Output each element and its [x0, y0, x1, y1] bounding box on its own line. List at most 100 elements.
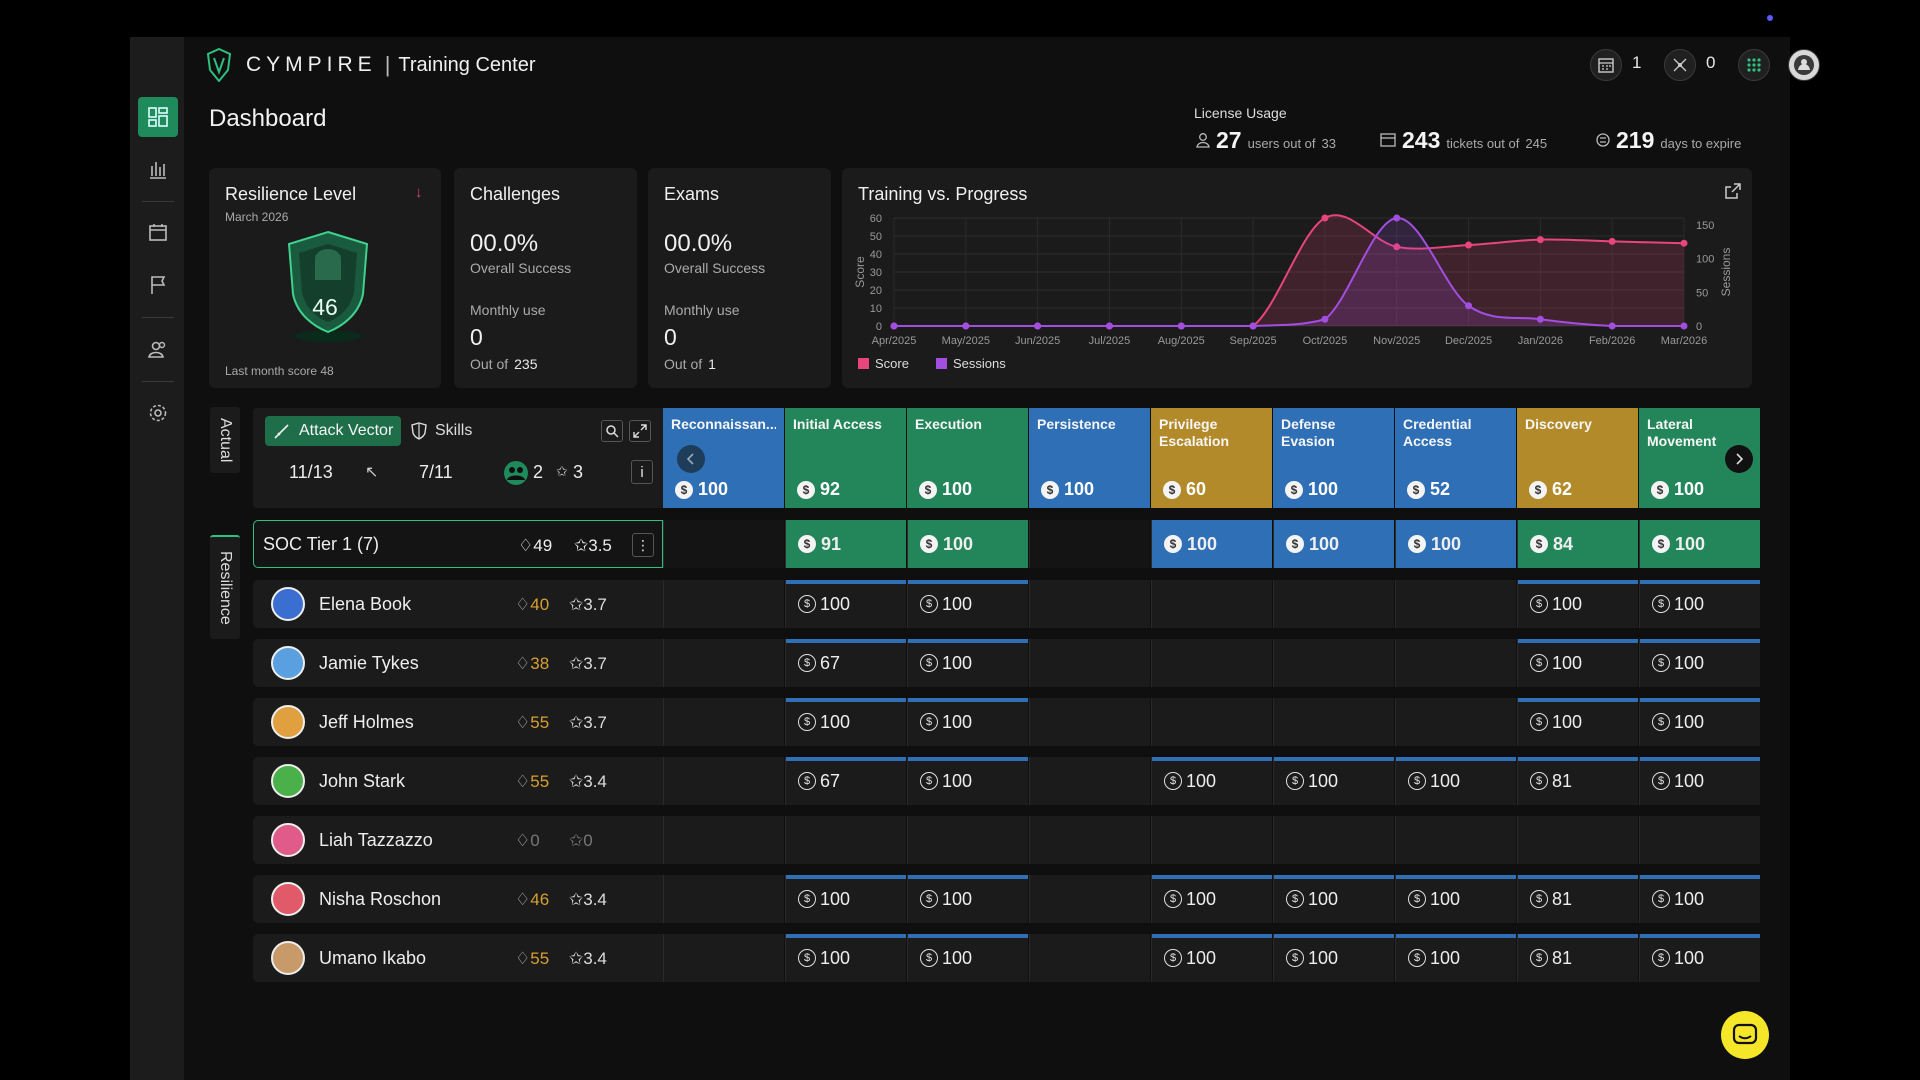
user-cell[interactable] — [1395, 580, 1516, 628]
user-row[interactable]: Jeff Holmes ♢55 ✩3.7 $100 $100 $100 $100 — [253, 698, 1760, 746]
user-cell[interactable]: $100 — [1395, 934, 1516, 982]
user-cell[interactable]: $100 — [785, 934, 906, 982]
group-cell[interactable] — [1029, 520, 1150, 568]
user-cell[interactable] — [1517, 816, 1638, 864]
user-avatar[interactable] — [1788, 49, 1820, 81]
user-cell[interactable] — [1029, 816, 1150, 864]
info-icon[interactable]: i — [631, 460, 653, 484]
group-cell[interactable]: $100 — [1273, 520, 1394, 568]
user-cell[interactable] — [907, 816, 1028, 864]
user-cell[interactable] — [1395, 639, 1516, 687]
column-header[interactable]: Persistence $100 — [1029, 408, 1150, 508]
user-cell[interactable]: $67 — [785, 757, 906, 805]
user-cell[interactable]: $100 — [907, 875, 1028, 923]
user-cell[interactable]: $100 — [1639, 875, 1760, 923]
user-cell[interactable]: $100 — [1151, 757, 1272, 805]
user-cell[interactable]: $100 — [1517, 698, 1638, 746]
user-cell[interactable] — [663, 698, 784, 746]
group-cell[interactable]: $100 — [1395, 520, 1516, 568]
user-cell[interactable]: $100 — [1517, 639, 1638, 687]
user-cell[interactable] — [1029, 934, 1150, 982]
expand-icon[interactable] — [629, 420, 651, 442]
user-cell[interactable]: $100 — [1151, 934, 1272, 982]
user-cell[interactable] — [663, 816, 784, 864]
user-cell[interactable]: $100 — [907, 757, 1028, 805]
user-cell[interactable] — [663, 934, 784, 982]
user-cell[interactable] — [1151, 639, 1272, 687]
user-cell[interactable]: $100 — [785, 580, 906, 628]
users-nav-icon[interactable] — [138, 329, 178, 369]
user-cell[interactable] — [1639, 816, 1760, 864]
group-cell[interactable]: $84 — [1517, 520, 1638, 568]
group-cell[interactable]: $100 — [1151, 520, 1272, 568]
user-cell[interactable]: $81 — [1517, 757, 1638, 805]
user-cell[interactable] — [1029, 698, 1150, 746]
user-row[interactable]: Umano Ikabo ♢55 ✩3.4 $100 $100 $100 $100 $100 $8… — [253, 934, 1760, 982]
apps-grid-icon[interactable] — [1738, 49, 1770, 81]
user-cell[interactable]: $100 — [1395, 757, 1516, 805]
user-row[interactable]: Nisha Roschon ♢46 ✩3.4 $100 $100 $100 $100 $100… — [253, 875, 1760, 923]
settings-gear-icon[interactable] — [138, 393, 178, 433]
user-cell[interactable] — [663, 757, 784, 805]
column-header[interactable]: Credential Access $52 — [1395, 408, 1516, 508]
user-cell[interactable]: $67 — [785, 639, 906, 687]
user-cell[interactable] — [1029, 639, 1150, 687]
user-cell[interactable]: $100 — [1639, 580, 1760, 628]
user-cell[interactable] — [1273, 639, 1394, 687]
column-header[interactable]: Privilege Escalation $60 — [1151, 408, 1272, 508]
user-cell[interactable]: $100 — [907, 698, 1028, 746]
column-header[interactable]: Discovery $62 — [1517, 408, 1638, 508]
user-cell[interactable] — [1273, 698, 1394, 746]
column-header[interactable]: Defense Evasion $100 — [1273, 408, 1394, 508]
group-row[interactable]: SOC Tier 1 (7) ♢49 ✩3.5 ⋮ $91 $100 $100 $100 $10… — [253, 520, 1760, 568]
user-cell[interactable]: $100 — [1273, 934, 1394, 982]
user-cell[interactable] — [1029, 580, 1150, 628]
user-cell[interactable]: $100 — [785, 698, 906, 746]
user-cell[interactable]: $81 — [1517, 875, 1638, 923]
user-cell[interactable] — [1273, 816, 1394, 864]
user-cell[interactable] — [1395, 816, 1516, 864]
user-cell[interactable]: $100 — [1639, 639, 1760, 687]
group-cell[interactable]: $100 — [907, 520, 1028, 568]
calendar-icon[interactable] — [1590, 49, 1622, 81]
user-cell[interactable] — [1151, 580, 1272, 628]
external-link-icon[interactable] — [1724, 182, 1742, 200]
user-cell[interactable]: $100 — [1273, 757, 1394, 805]
calendar-nav-icon[interactable] — [138, 212, 178, 252]
user-cell[interactable]: $100 — [907, 639, 1028, 687]
group-cell[interactable]: $91 — [785, 520, 906, 568]
column-header[interactable]: Initial Access $92 — [785, 408, 906, 508]
dashboard-nav-icon[interactable] — [138, 97, 178, 137]
user-cell[interactable]: $100 — [1395, 875, 1516, 923]
analytics-nav-icon[interactable] — [138, 149, 178, 189]
user-cell[interactable] — [1395, 698, 1516, 746]
attack-vector-toggle[interactable]: Attack Vector — [265, 416, 402, 446]
user-cell[interactable] — [663, 580, 784, 628]
user-cell[interactable]: $100 — [1639, 698, 1760, 746]
user-cell[interactable]: $81 — [1517, 934, 1638, 982]
flag-nav-icon[interactable] — [138, 265, 178, 305]
user-cell[interactable] — [1029, 757, 1150, 805]
user-cell[interactable]: $100 — [907, 580, 1028, 628]
user-cell[interactable]: $100 — [1151, 875, 1272, 923]
user-cell[interactable]: $100 — [1273, 875, 1394, 923]
tab-actual[interactable]: Actual — [210, 407, 240, 473]
user-cell[interactable] — [1273, 580, 1394, 628]
user-cell[interactable]: $100 — [1517, 580, 1638, 628]
scroll-left-button[interactable] — [677, 445, 705, 473]
group-menu-icon[interactable]: ⋮ — [632, 533, 654, 557]
group-cell[interactable]: $100 — [1639, 520, 1760, 568]
tab-resilience[interactable]: Resilience — [210, 535, 240, 639]
user-cell[interactable] — [663, 639, 784, 687]
group-cell[interactable] — [663, 520, 784, 568]
user-cell[interactable] — [1151, 816, 1272, 864]
user-cell[interactable] — [1151, 698, 1272, 746]
user-row[interactable]: Jamie Tykes ♢38 ✩3.7 $67 $100 $100 $100 — [253, 639, 1760, 687]
user-cell[interactable]: $100 — [1639, 934, 1760, 982]
column-header[interactable]: Execution $100 — [907, 408, 1028, 508]
search-icon[interactable] — [601, 420, 623, 442]
user-cell[interactable]: $100 — [1639, 757, 1760, 805]
user-row[interactable]: John Stark ♢55 ✩3.4 $67 $100 $100 $100 $100 $81 $… — [253, 757, 1760, 805]
scroll-right-button[interactable] — [1725, 445, 1753, 473]
user-cell[interactable] — [1029, 875, 1150, 923]
